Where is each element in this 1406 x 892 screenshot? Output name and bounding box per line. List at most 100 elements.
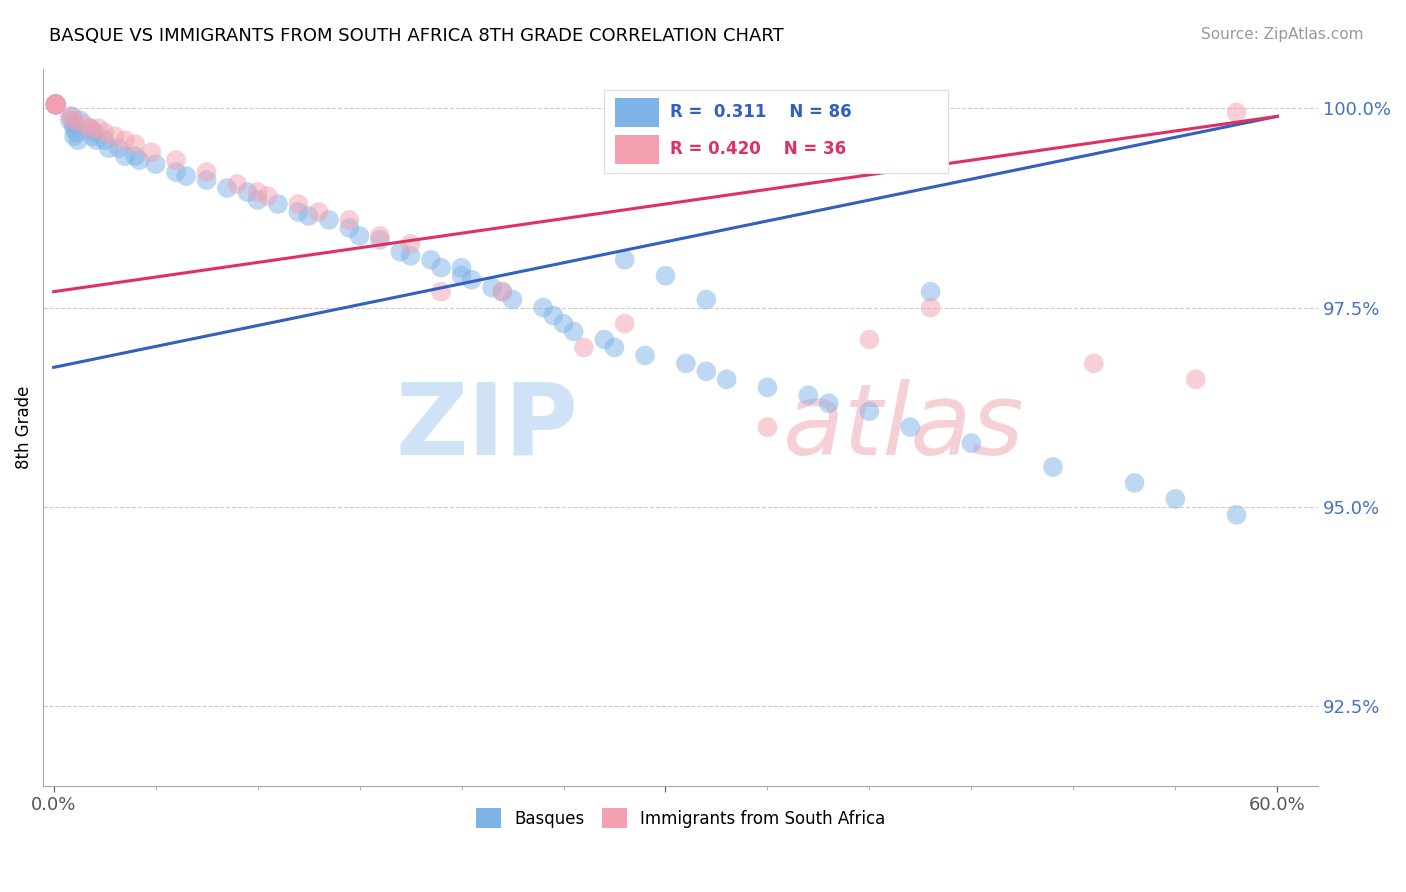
Point bbox=[63, 121, 86, 136]
Point bbox=[461, 273, 484, 287]
Point bbox=[337, 221, 360, 235]
Point bbox=[63, 117, 86, 131]
Point bbox=[920, 301, 942, 315]
Point bbox=[491, 285, 513, 299]
Point bbox=[45, 97, 67, 112]
Point bbox=[920, 285, 942, 299]
Point bbox=[695, 293, 717, 307]
Point bbox=[481, 281, 503, 295]
Point bbox=[128, 153, 150, 168]
Point bbox=[45, 97, 67, 112]
Point bbox=[430, 285, 453, 299]
Point bbox=[93, 125, 115, 139]
Point bbox=[195, 173, 218, 187]
Point bbox=[716, 372, 738, 386]
Point bbox=[572, 341, 595, 355]
Point bbox=[1225, 105, 1247, 120]
Point bbox=[87, 121, 110, 136]
Point bbox=[86, 133, 108, 147]
Point bbox=[1225, 508, 1247, 522]
Point bbox=[45, 97, 67, 112]
Point bbox=[165, 165, 187, 179]
Text: ZIP: ZIP bbox=[396, 378, 579, 475]
Y-axis label: 8th Grade: 8th Grade bbox=[15, 385, 32, 469]
Point bbox=[215, 181, 238, 195]
Point bbox=[79, 121, 101, 136]
Point bbox=[104, 129, 127, 144]
Point bbox=[114, 133, 136, 147]
Point bbox=[419, 252, 441, 267]
Point bbox=[654, 268, 676, 283]
Point bbox=[1164, 491, 1187, 506]
Point bbox=[898, 420, 921, 434]
Point bbox=[67, 133, 90, 147]
Point bbox=[797, 388, 820, 402]
Point bbox=[531, 301, 554, 315]
Point bbox=[399, 236, 422, 251]
Point bbox=[593, 333, 616, 347]
Point bbox=[603, 341, 626, 355]
Point bbox=[613, 317, 636, 331]
Point bbox=[45, 97, 67, 112]
Point bbox=[45, 97, 67, 112]
Point bbox=[613, 252, 636, 267]
Point bbox=[79, 121, 101, 136]
Point bbox=[368, 233, 391, 247]
Point bbox=[59, 113, 82, 128]
Point bbox=[83, 125, 105, 139]
Point bbox=[65, 125, 87, 139]
Point bbox=[337, 213, 360, 227]
Point bbox=[45, 97, 67, 112]
Point bbox=[45, 97, 67, 112]
Point bbox=[174, 169, 197, 183]
Point bbox=[45, 97, 67, 112]
Point bbox=[562, 325, 585, 339]
Point bbox=[97, 141, 120, 155]
Point bbox=[297, 209, 319, 223]
Point bbox=[756, 420, 779, 434]
Point bbox=[45, 97, 67, 112]
Point bbox=[543, 309, 565, 323]
Point bbox=[226, 177, 249, 191]
Point bbox=[1184, 372, 1206, 386]
Point bbox=[450, 268, 472, 283]
Point bbox=[634, 348, 657, 362]
Point bbox=[858, 333, 880, 347]
Point bbox=[399, 249, 422, 263]
Point bbox=[45, 97, 67, 112]
Point bbox=[450, 260, 472, 275]
Point bbox=[308, 205, 330, 219]
Point bbox=[817, 396, 839, 410]
Legend: Basques, Immigrants from South Africa: Basques, Immigrants from South Africa bbox=[470, 801, 891, 835]
Point bbox=[389, 244, 412, 259]
Point bbox=[45, 97, 67, 112]
Point bbox=[45, 97, 67, 112]
Point bbox=[45, 97, 67, 112]
Point bbox=[45, 97, 67, 112]
Point bbox=[695, 364, 717, 378]
Point bbox=[45, 97, 67, 112]
Point bbox=[45, 97, 67, 112]
Point bbox=[165, 153, 187, 168]
Point bbox=[63, 129, 86, 144]
Point bbox=[553, 317, 575, 331]
Point bbox=[45, 97, 67, 112]
Point bbox=[236, 185, 259, 199]
Point bbox=[195, 165, 218, 179]
Point bbox=[491, 285, 513, 299]
Point bbox=[73, 117, 96, 131]
Point bbox=[45, 97, 67, 112]
Point bbox=[45, 97, 67, 112]
Point bbox=[141, 145, 163, 160]
Text: Source: ZipAtlas.com: Source: ZipAtlas.com bbox=[1201, 27, 1364, 42]
Point bbox=[246, 193, 269, 207]
Point bbox=[246, 185, 269, 199]
Point bbox=[69, 113, 91, 128]
Point bbox=[287, 205, 309, 219]
Point bbox=[45, 97, 67, 112]
Point bbox=[45, 97, 67, 112]
Point bbox=[1083, 356, 1105, 370]
Point bbox=[1123, 475, 1146, 490]
Point bbox=[45, 97, 67, 112]
Point bbox=[256, 189, 278, 203]
